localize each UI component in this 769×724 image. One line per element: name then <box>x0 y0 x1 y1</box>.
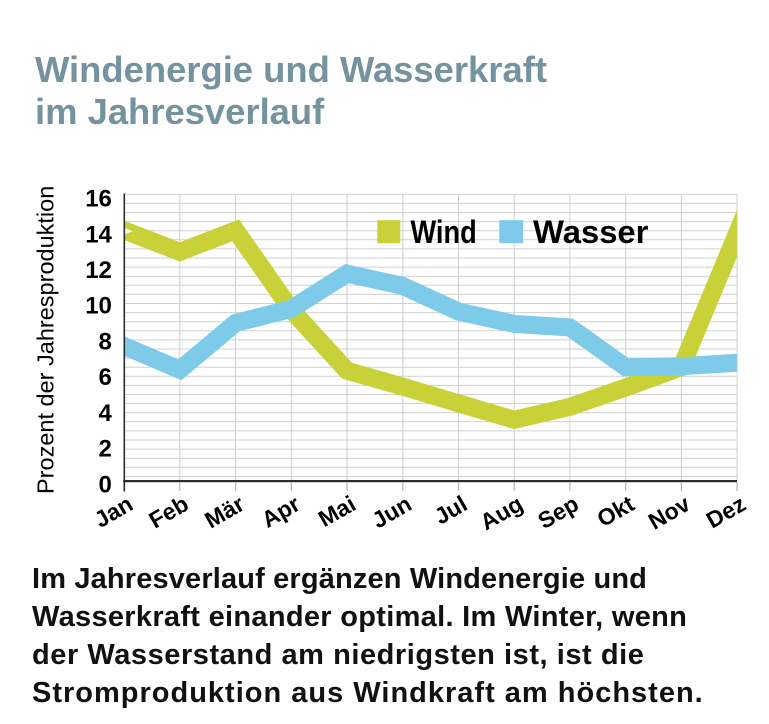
svg-text:14: 14 <box>85 221 112 248</box>
svg-text:2: 2 <box>99 436 112 463</box>
svg-text:Sep: Sep <box>533 490 583 534</box>
svg-text:Mär: Mär <box>200 490 248 533</box>
svg-text:Nov: Nov <box>644 490 695 534</box>
svg-text:16: 16 <box>85 186 112 213</box>
svg-text:Jul: Jul <box>430 490 472 529</box>
svg-text:Apr: Apr <box>257 490 304 532</box>
svg-text:Jan: Jan <box>90 490 137 532</box>
svg-text:Aug: Aug <box>475 490 527 535</box>
svg-text:Jun: Jun <box>367 490 415 533</box>
svg-text:Wasser: Wasser <box>533 214 649 250</box>
svg-text:Mai: Mai <box>314 490 360 532</box>
svg-text:Prozent der Jahresproduktion: Prozent der Jahresproduktion <box>33 186 59 494</box>
svg-text:12: 12 <box>85 257 112 284</box>
svg-text:Feb: Feb <box>144 490 192 533</box>
svg-text:4: 4 <box>99 400 113 427</box>
svg-text:10: 10 <box>85 293 112 320</box>
svg-text:8: 8 <box>99 328 112 355</box>
svg-text:Wind: Wind <box>411 215 477 251</box>
svg-text:6: 6 <box>99 364 112 391</box>
svg-text:Okt: Okt <box>592 490 638 532</box>
svg-text:0: 0 <box>99 471 112 498</box>
svg-text:Dez: Dez <box>702 490 750 533</box>
